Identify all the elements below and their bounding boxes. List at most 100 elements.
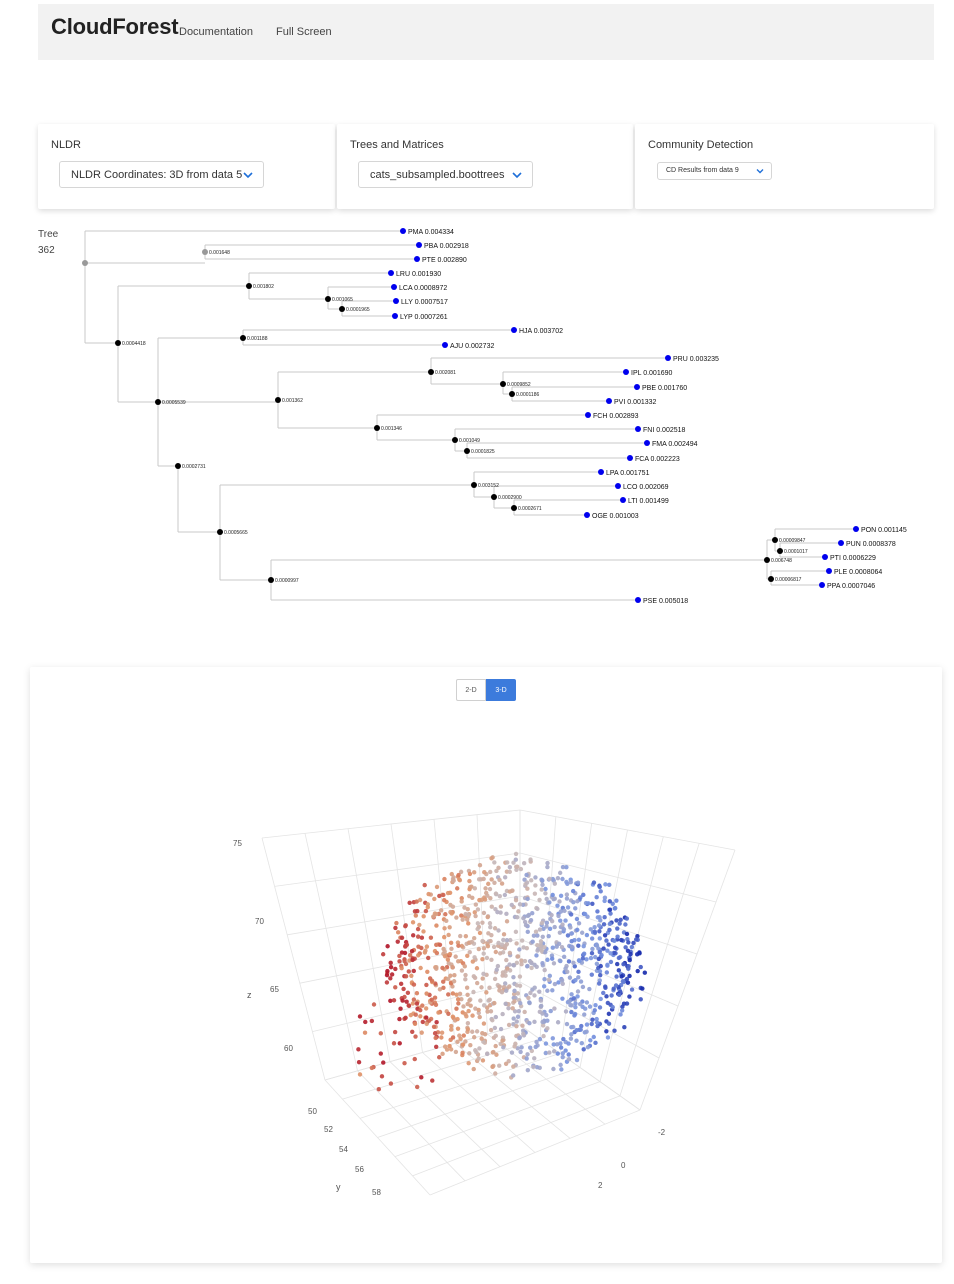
community-select[interactable]: CD Results from data 9	[657, 162, 772, 180]
scatter-point	[558, 909, 564, 914]
scatter-point	[517, 1035, 522, 1041]
scatter-point	[497, 1063, 502, 1068]
scatter-point	[602, 898, 607, 904]
nav-link-documentation[interactable]: Documentation	[179, 26, 253, 38]
scatter-point	[485, 1009, 490, 1014]
scatter-point	[539, 1003, 544, 1009]
scatter-point	[456, 1001, 461, 1006]
tree-leaf-node[interactable]	[392, 313, 398, 319]
scatter-point	[558, 1062, 563, 1068]
scatter-point	[539, 887, 544, 892]
tree-leaf-node[interactable]	[665, 355, 671, 361]
tree-leaf-node[interactable]	[822, 554, 828, 560]
scatter-point	[558, 1045, 564, 1050]
scatter-point	[419, 1075, 424, 1080]
scatter-point	[525, 913, 531, 918]
scatter-point	[444, 1047, 450, 1052]
trees-select[interactable]: cats_subsampled.boottrees	[358, 161, 533, 188]
tree-leaf-node[interactable]	[442, 342, 448, 348]
tree-leaf-node[interactable]	[826, 568, 832, 574]
tree-leaf-node[interactable]	[620, 497, 626, 503]
scatter-point	[628, 951, 633, 957]
scatter-point	[540, 878, 545, 883]
tree-leaf-node[interactable]	[511, 327, 517, 333]
scatter-point	[534, 1039, 539, 1045]
tree-leaf-node[interactable]	[416, 242, 422, 248]
tree-leaf-node[interactable]	[627, 455, 633, 461]
scatter-point	[539, 920, 545, 926]
tree-leaf-node[interactable]	[414, 256, 420, 262]
scatter-point	[607, 899, 613, 904]
scatter-point	[418, 965, 423, 971]
scatter-point	[509, 902, 514, 908]
tree-leaf-label: PLE 0.0008064	[834, 569, 882, 576]
tree-leaf-node[interactable]	[635, 597, 641, 603]
scatter-point	[488, 924, 493, 930]
scatter-point	[602, 895, 608, 900]
scatter-point	[624, 916, 630, 921]
scatter-point	[492, 1000, 497, 1006]
scatter-point	[491, 944, 497, 950]
scatter-point	[534, 953, 539, 958]
chevron-down-icon	[756, 169, 764, 174]
scatter-point	[537, 1009, 543, 1015]
scatter-point	[603, 882, 608, 887]
scatter-point	[525, 896, 530, 902]
toggle-2d-button[interactable]: 2-D	[456, 679, 486, 701]
tree-leaf-node[interactable]	[585, 412, 591, 418]
scatter-point	[423, 948, 428, 953]
scatter-point	[605, 962, 610, 968]
toggle-3d-button[interactable]: 3-D	[486, 679, 516, 701]
tree-leaf-node[interactable]	[388, 270, 394, 276]
tree-leaf-label: FMA 0.002494	[652, 441, 698, 448]
tree-leaf-node[interactable]	[400, 228, 406, 234]
nav-link-full-screen[interactable]: Full Screen	[276, 26, 332, 38]
nldr-select-value: NLDR Coordinates: 3D from data 5	[71, 169, 243, 181]
scatter-point	[461, 1033, 466, 1038]
scatter-point	[459, 899, 464, 904]
scatter-point	[391, 998, 397, 1003]
scatter-point	[569, 1009, 574, 1015]
scatter-point	[481, 1003, 487, 1008]
tree-leaf-node[interactable]	[623, 369, 629, 375]
scatter-point	[510, 1006, 515, 1011]
scatter-point	[376, 1086, 382, 1092]
scatter-point	[601, 946, 606, 951]
brand-logo[interactable]: CloudForest	[51, 14, 179, 39]
scatter-point	[556, 980, 561, 985]
tree-leaf-node[interactable]	[391, 284, 397, 290]
scatter-point	[545, 1026, 550, 1031]
scatter-point	[407, 953, 413, 958]
tree-leaf-node[interactable]	[615, 483, 621, 489]
tree-leaf-node[interactable]	[838, 540, 844, 546]
scatter-point	[542, 944, 547, 950]
tree-leaf-node[interactable]	[606, 398, 612, 404]
scatter-point	[549, 919, 555, 924]
tree-leaf-node[interactable]	[598, 469, 604, 475]
scatter-point	[525, 1052, 530, 1057]
tree-leaf-node[interactable]	[853, 526, 859, 532]
tree-leaf-node[interactable]	[644, 440, 650, 446]
nldr-select[interactable]: NLDR Coordinates: 3D from data 5	[59, 161, 264, 188]
tree-leaf-node[interactable]	[393, 298, 399, 304]
scatter-point	[564, 1021, 570, 1027]
tree-leaf-label: PTE 0.002890	[422, 257, 467, 264]
tree-internal-node	[175, 463, 181, 469]
scatter-point	[517, 983, 523, 988]
scatter-point	[517, 902, 523, 907]
scatter-point	[595, 909, 600, 914]
scatter-point	[569, 944, 575, 950]
scatter-point	[494, 1052, 499, 1057]
tree-leaf-node[interactable]	[584, 512, 590, 518]
scatter-point	[615, 961, 620, 967]
scatter-point	[560, 1055, 565, 1060]
scatter-point	[434, 1044, 439, 1049]
tree-leaf-node[interactable]	[634, 384, 640, 390]
tree-internal-node	[471, 482, 477, 488]
scatter-point	[410, 1029, 415, 1034]
scatter-3d-plot[interactable]: 75 70 65 60 z 50 52 54 56 58 y -2 0 2	[30, 667, 942, 1263]
z-tick-label: 70	[255, 917, 264, 926]
tree-leaf-node[interactable]	[819, 582, 825, 588]
tree-internal-node	[500, 381, 506, 387]
tree-leaf-node[interactable]	[635, 426, 641, 432]
